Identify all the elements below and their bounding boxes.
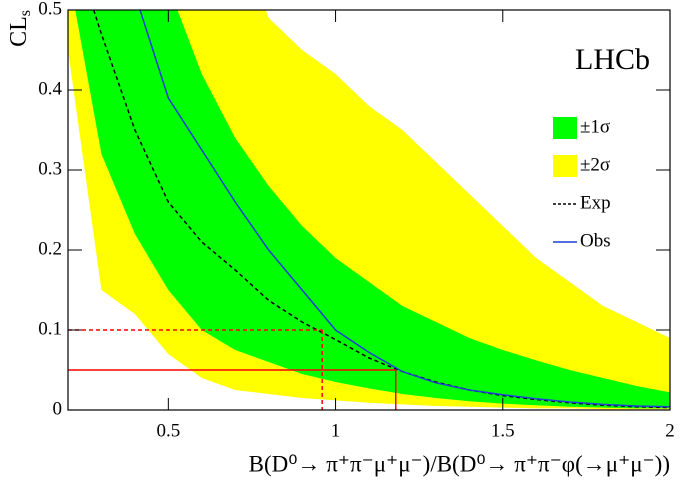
y-label-main: CL [6,16,32,47]
plot-frame [67,9,671,411]
x-tick-label: 1 [331,420,341,441]
limit-curve [139,10,670,408]
legend-label: ±1σ [580,116,610,137]
legend-swatch [553,155,577,177]
y-tick-label: 0.2 [38,238,62,259]
y-tick-label: 0.4 [38,78,62,99]
legend-label: Obs [580,230,611,251]
legend-swatch [553,117,577,139]
x-tick-label: 2 [665,420,675,441]
x-tick-label: 1.5 [491,420,515,441]
sigma-band [75,10,670,409]
limit-curve [92,10,670,409]
y-tick-label: 0.5 [38,0,62,19]
y-axis-label: CLs [6,10,34,47]
legend-label: Exp [580,192,611,213]
x-axis-label: B(D⁰→ π⁺π⁻μ⁺μ⁻)/B(D⁰→ π⁺π⁻φ(→μ⁺μ⁻)) [249,451,670,476]
plot-area [68,10,670,410]
experiment-label: LHCb [575,43,650,76]
y-tick-label: 0.3 [38,158,62,179]
x-tick-label: 0.5 [156,420,180,441]
y-tick-label: 0 [53,398,63,419]
y-label-sub: s [17,10,34,16]
legend-label: ±2σ [580,154,610,175]
y-tick-label: 0.1 [38,318,62,339]
